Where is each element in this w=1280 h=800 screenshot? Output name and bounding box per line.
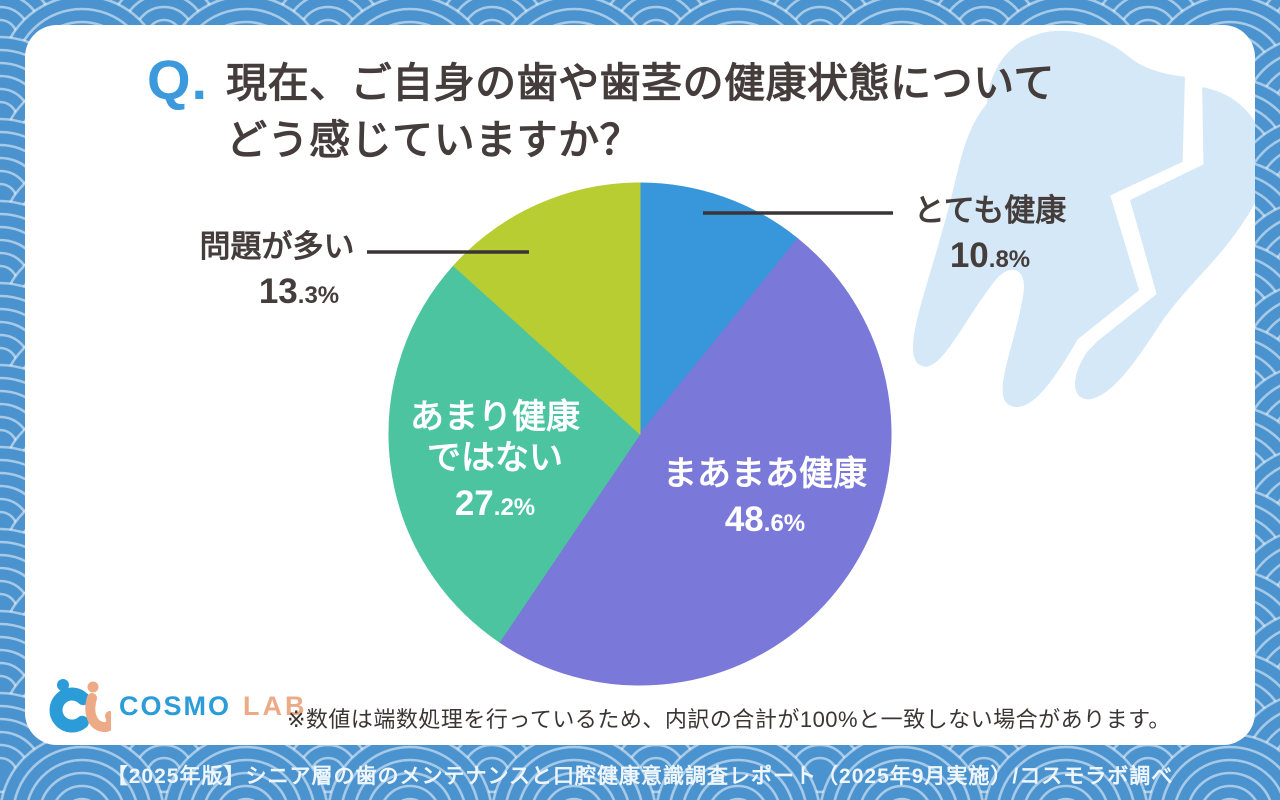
question-title-block: Q. 現在、ご自身の歯や歯茎の健康状態について どう感じていますか？ (147, 48, 1055, 169)
seigaiha-arc (997, 745, 1135, 800)
seigaiha-arc (1057, 797, 1075, 800)
pie-label-line: とても健康 (913, 193, 1067, 228)
seigaiha-arc (518, 758, 630, 800)
logo-peach-dot (87, 681, 99, 693)
seigaiha-fan (329, 734, 491, 800)
pie-slice-2 (388, 265, 641, 643)
content-card: Q. 現在、ご自身の歯や歯茎の健康状態について どう感じていますか？ とても健康… (25, 25, 1255, 745)
seigaiha-arc (875, 784, 929, 800)
percent-integer: 10 (949, 236, 989, 275)
seigaiha-arc (341, 745, 479, 800)
logo-blue-dot (57, 679, 69, 691)
seigaiha-arc (1203, 784, 1257, 800)
seigaiha-arc (696, 771, 780, 800)
seigaiha-arc (354, 758, 466, 800)
percent-decimal: .6% (763, 510, 806, 537)
pie-label-line: 問題が多い (199, 229, 355, 264)
seigaiha-arc (1010, 758, 1122, 800)
seigaiha-arc (1221, 797, 1239, 800)
seigaiha-arc (532, 771, 616, 800)
logo-peach-curl (85, 693, 111, 733)
seigaiha-fan (165, 734, 327, 800)
seigaiha-fan (821, 734, 983, 800)
logo-blue-c-arc (49, 687, 90, 733)
seigaiha-fan (1, 734, 163, 800)
pie-label-value: 48.6% (590, 500, 940, 540)
seigaiha-arc (13, 745, 151, 800)
pie-label-line: ではない (427, 439, 563, 477)
seigaiha-arc (237, 797, 255, 800)
logo-brand-sub: LAB (243, 690, 308, 721)
seigaiha-arc (1161, 745, 1280, 800)
seigaiha-arc (177, 745, 315, 800)
pie-label-text: あまり健康 ではない (320, 397, 670, 479)
seigaiha-arc (55, 784, 109, 800)
seigaiha-fan (493, 734, 655, 800)
seigaiha-arc (682, 758, 794, 800)
percent-decimal: .8% (988, 246, 1031, 273)
footer-survey-credit: 【2025年版】シニア層の歯のメンテナンスと口腔健康意識調査レポート（2025年… (106, 765, 1174, 788)
seigaiha-arc (1024, 771, 1108, 800)
percent-decimal: .3% (297, 282, 340, 309)
pie-label-text: まあまあ健康 (590, 454, 940, 495)
question-title-line2: どう感じていますか？ (226, 117, 642, 163)
rounding-footnote: ※数値は端数処理を行っているため、内訳の合計が100%と一致しない場合があります… (287, 707, 1171, 732)
pie-label-text: 問題が多い (157, 227, 397, 267)
seigaiha-arc (368, 771, 452, 800)
pie-slice-0 (639, 182, 799, 436)
seigaiha-arc (711, 784, 765, 800)
tooth-broken-fragment (1075, 87, 1255, 400)
question-title-lines: 現在、ご自身の歯や歯茎の健康状態について どう感じていますか？ (226, 51, 1055, 169)
pie-label-totemo-kenko: とても健康 10.8% (870, 191, 1110, 276)
seigaiha-arc (893, 797, 911, 800)
seigaiha-arc (40, 771, 124, 800)
seigaiha-arc (219, 784, 273, 800)
seigaiha-fan (985, 734, 1147, 800)
seigaiha-arc (565, 797, 583, 800)
pie-label-value: 13.3% (179, 272, 419, 312)
pie-label-mondai-ga-ooi: 問題が多い 13.3% (157, 227, 397, 312)
seigaiha-arc (1174, 758, 1280, 800)
pie-chart (367, 182, 893, 686)
pie-label-value: 10.8% (870, 236, 1110, 276)
percent-integer: 27 (454, 484, 494, 523)
seigaiha-arc (73, 797, 91, 800)
seigaiha-arc (505, 745, 643, 800)
footer-band: 【2025年版】シニア層の歯のメンテナンスと口腔健康意識調査レポート（2025年… (0, 750, 1280, 800)
seigaiha-arc (26, 758, 138, 800)
seigaiha-arc (846, 758, 958, 800)
seigaiha-arc (1039, 784, 1093, 800)
cosmo-lab-logo-icon (49, 679, 111, 733)
tooth-main-piece (913, 30, 1185, 407)
seigaiha-arc (383, 784, 437, 800)
seigaiha-arc (669, 745, 807, 800)
pie-slice-1 (498, 238, 892, 686)
seigaiha-arc (860, 771, 944, 800)
percent-integer: 48 (724, 500, 764, 539)
seigaiha-fan (657, 734, 819, 800)
cracked-tooth-illustration (913, 30, 1255, 407)
pie-label-maamaa-kenko: まあまあ健康 48.6% (590, 454, 940, 540)
seigaiha-arc (729, 797, 747, 800)
seigaiha-arc (547, 784, 601, 800)
percent-integer: 13 (258, 272, 298, 311)
pie-label-line: まあまあ健康 (663, 455, 867, 493)
pie-label-amari-kenko-dewanai: あまり健康 ではない 27.2% (320, 397, 670, 524)
pie-label-text: とても健康 (870, 191, 1110, 231)
seigaiha-arc (204, 771, 288, 800)
percent-decimal: .2% (493, 494, 536, 521)
pie-label-line: あまり健康 (410, 398, 580, 436)
question-title-line1: 現在、ご自身の歯や歯茎の健康状態について (226, 60, 1055, 106)
pie-label-value: 27.2% (320, 484, 670, 524)
seigaiha-arc (833, 745, 971, 800)
logo-brand-main: COSMO (119, 690, 232, 721)
seigaiha-arc (401, 797, 419, 800)
seigaiha-arc (190, 758, 302, 800)
seigaiha-arc (1188, 771, 1272, 800)
cosmo-lab-logo: COSMO LAB (47, 677, 308, 735)
question-mark-label: Q. (147, 48, 209, 111)
